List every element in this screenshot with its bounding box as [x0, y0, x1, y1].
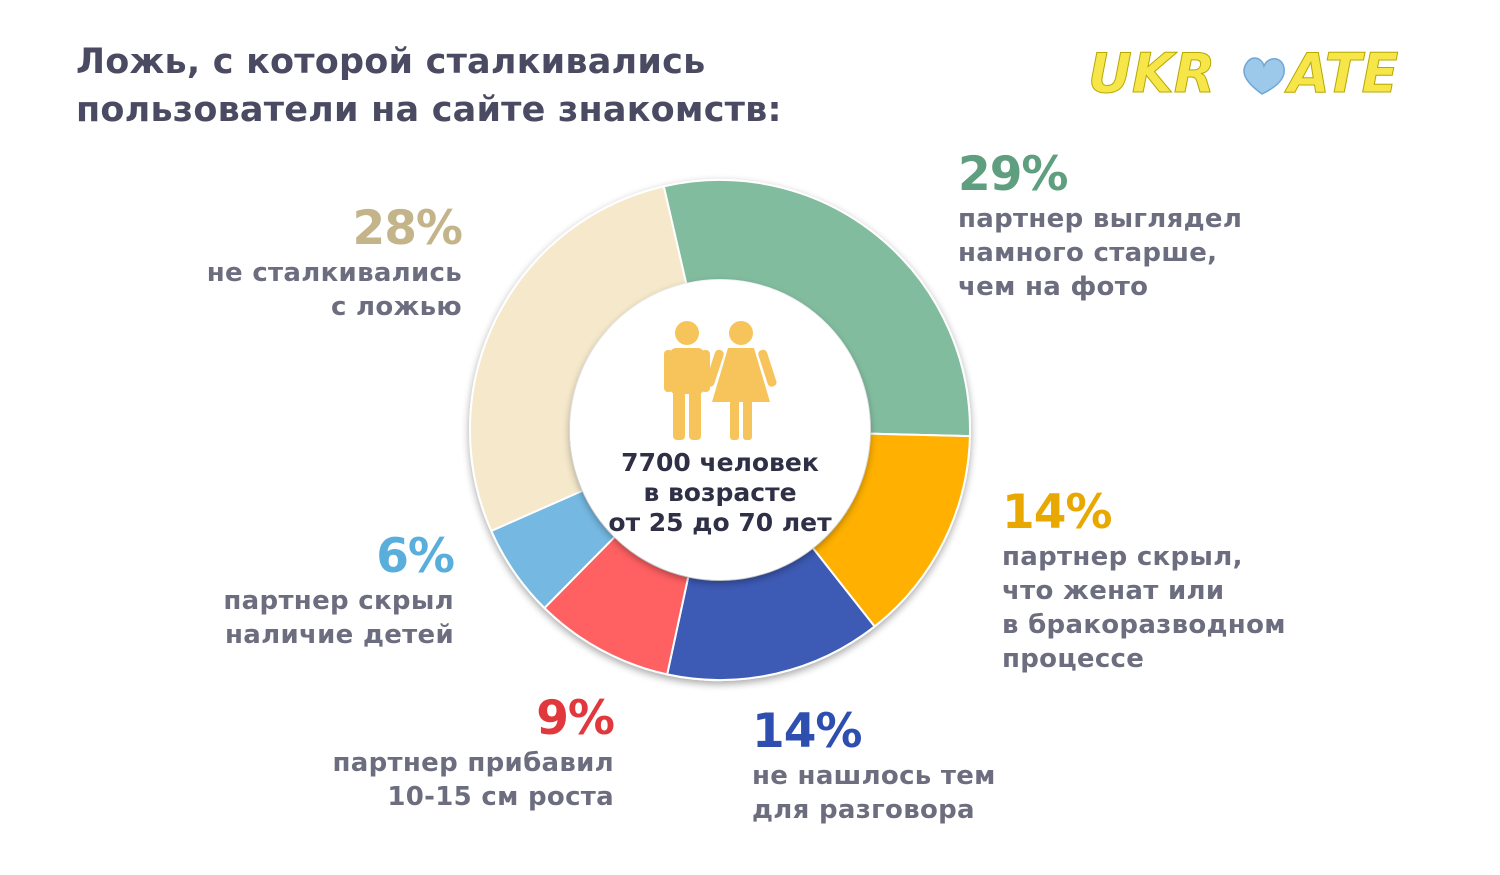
data-label-pct: 14%	[752, 704, 862, 759]
donut-slices	[469, 179, 971, 681]
legend-entry: партнер скрыл наличие детей	[150, 584, 454, 652]
label-height: 9% партнер прибавил 10-15 см роста	[260, 691, 615, 814]
label-line: с ложью	[330, 292, 462, 322]
label-line: партнер выглядел	[958, 204, 1243, 234]
donut-hole	[570, 280, 870, 580]
legend-entry: не сталкивались с ложью	[120, 256, 462, 324]
center-line-1: 7700 человек	[621, 448, 819, 477]
label-no-topics: 14% не нашлось тем для разговора	[752, 705, 996, 827]
data-label-pct: 9%	[536, 691, 615, 746]
data-label-pct: 6%	[376, 529, 455, 584]
heart-icon	[1243, 57, 1285, 95]
data-label-pct: 29%	[958, 147, 1069, 202]
label-line: партнер скрыл	[223, 586, 454, 616]
legend-entry: партнер скрыл, что женат или в бракоразв…	[1002, 540, 1286, 676]
brand-logo: UKR ATE	[1088, 42, 1399, 106]
center-line-3: от 25 до 70 лет	[608, 508, 832, 537]
label-line: наличие детей	[225, 620, 454, 650]
label-line: партнер прибавил	[332, 748, 614, 778]
label-line: 10-15 см роста	[387, 782, 614, 812]
label-older: 29% партнер выглядел намного старше, чем…	[958, 148, 1242, 304]
people-couple-icon	[664, 321, 777, 440]
label-line: партнер скрыл,	[1002, 542, 1243, 572]
data-label-pct: 14%	[1002, 485, 1112, 540]
label-line: чем на фото	[958, 272, 1149, 302]
legend-entry: не нашлось тем для разговора	[752, 759, 996, 827]
label-line: для разговора	[752, 795, 975, 825]
label-line: не нашлось тем	[752, 761, 996, 791]
data-label-pct: 28%	[352, 201, 464, 256]
title-line-1: Ложь, с которой сталкивались	[76, 42, 706, 82]
logo-text-right: ATE	[1284, 42, 1398, 105]
donut-slice	[469, 185, 688, 533]
legend-entry: партнер выглядел намного старше, чем на …	[958, 202, 1242, 304]
label-line: намного старше,	[958, 238, 1218, 268]
label-married: 14% партнер скрыл, что женат или в брако…	[1002, 486, 1286, 676]
center-line-2: в возрасте	[643, 478, 797, 507]
label-line: что женат или	[1002, 576, 1225, 606]
page-title: Ложь, с которой сталкивались пользовател…	[76, 38, 976, 134]
label-line: процессе	[1002, 644, 1145, 674]
label-children: 6% партнер скрыл наличие детей	[150, 529, 455, 652]
logo-text-left: UKR	[1088, 42, 1215, 105]
center-caption: 7700 человек в возрасте от 25 до 70 лет	[600, 448, 840, 538]
label-no-lie: 28% не сталкивались с ложью	[120, 201, 464, 324]
label-line: не сталкивались	[206, 258, 462, 288]
label-line: в бракоразводном	[1002, 610, 1286, 640]
title-line-2: пользователи на сайте знакомств:	[76, 90, 782, 130]
legend-entry: партнер прибавил 10-15 см роста	[260, 746, 614, 814]
